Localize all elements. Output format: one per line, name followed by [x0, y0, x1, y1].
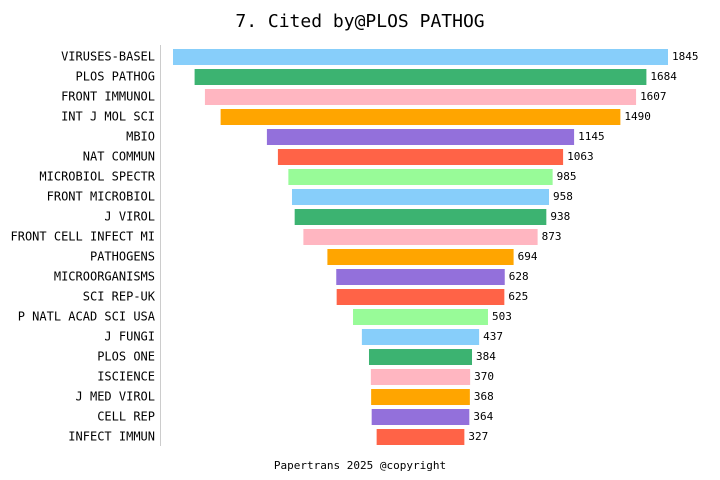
- bar: [370, 369, 471, 385]
- bar: [327, 249, 514, 265]
- value-label: 625: [508, 290, 528, 303]
- value-label: 368: [474, 390, 494, 403]
- y-tick-label: CELL REP: [97, 410, 155, 424]
- bar: [194, 69, 647, 85]
- y-tick-label: INFECT IMMUN: [68, 430, 155, 444]
- value-label: 1845: [672, 50, 699, 63]
- bar: [288, 169, 553, 185]
- y-tick-label: SCI REP-UK: [83, 290, 156, 304]
- value-label: 938: [550, 210, 570, 223]
- y-tick-label: FRONT IMMUNOL: [61, 90, 155, 104]
- bar: [371, 409, 470, 425]
- y-tick-label: J MED VIROL: [76, 390, 155, 404]
- bar: [361, 329, 480, 345]
- y-tick-label: MBIO: [126, 130, 155, 144]
- y-tick-label: INT J MOL SCI: [61, 110, 155, 124]
- value-label: 1063: [567, 150, 594, 163]
- value-label: 628: [509, 270, 529, 283]
- y-tick-label: J FUNGI: [104, 330, 155, 344]
- value-label: 1684: [650, 70, 677, 83]
- bar: [336, 289, 505, 305]
- y-tick-label: J VIROL: [104, 210, 155, 224]
- y-tick-label: P NATL ACAD SCI USA: [18, 310, 156, 324]
- chart-title: 7. Cited by@PLOS PATHOG: [235, 11, 484, 32]
- y-tick-label: MICROORGANISMS: [54, 270, 155, 284]
- value-label: 873: [542, 230, 562, 243]
- value-label: 503: [492, 310, 512, 323]
- value-label: 1490: [624, 110, 651, 123]
- bar: [220, 109, 621, 125]
- y-tick-label: PLOS PATHOG: [76, 70, 155, 84]
- y-tick-label: PLOS ONE: [97, 350, 155, 364]
- value-label: 958: [553, 190, 573, 203]
- bar: [294, 209, 547, 225]
- bar: [336, 269, 505, 285]
- y-tick-label: ISCIENCE: [97, 370, 155, 384]
- bar: [291, 189, 550, 205]
- bar: [371, 389, 470, 405]
- y-tick-label: NAT COMMUN: [83, 150, 155, 164]
- y-tick-label: MICROBIOL SPECTR: [39, 170, 155, 184]
- y-tick-label: VIRUSES-BASEL: [61, 50, 155, 64]
- bar: [277, 149, 564, 165]
- bar: [376, 429, 465, 445]
- footer: Papertrans 2025 @copyright: [274, 459, 446, 472]
- value-label: 384: [476, 350, 496, 363]
- bar: [368, 349, 473, 365]
- y-tick-label: PATHOGENS: [90, 250, 155, 264]
- value-label: 370: [474, 370, 494, 383]
- y-tick-label: FRONT CELL INFECT MI: [11, 230, 156, 244]
- bar: [173, 49, 668, 65]
- y-tick-label: FRONT MICROBIOL: [47, 190, 155, 204]
- value-label: 1145: [578, 130, 605, 143]
- bar: [204, 89, 637, 105]
- value-label: 985: [557, 170, 577, 183]
- value-label: 1607: [640, 90, 667, 103]
- value-label: 327: [468, 430, 488, 443]
- bar: [266, 129, 575, 145]
- value-label: 364: [473, 410, 493, 423]
- value-label: 437: [483, 330, 503, 343]
- value-label: 694: [518, 250, 538, 263]
- bar: [353, 309, 488, 325]
- bar: [303, 229, 538, 245]
